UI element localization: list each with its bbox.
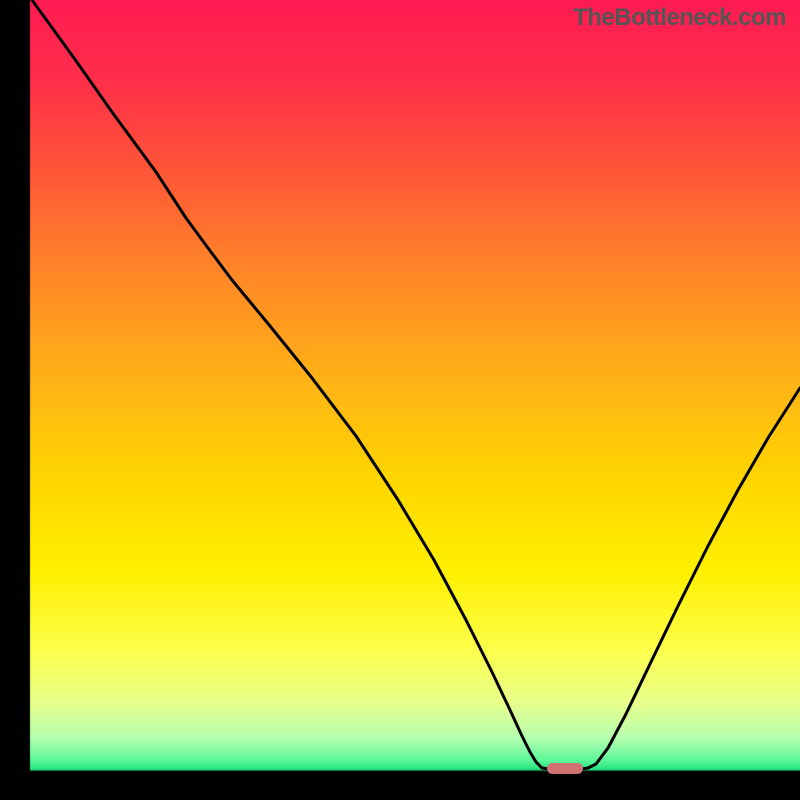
chart-container: TheBottleneck.com <box>0 0 800 800</box>
gradient-background <box>0 0 800 800</box>
watermark-text: TheBottleneck.com <box>573 4 786 32</box>
